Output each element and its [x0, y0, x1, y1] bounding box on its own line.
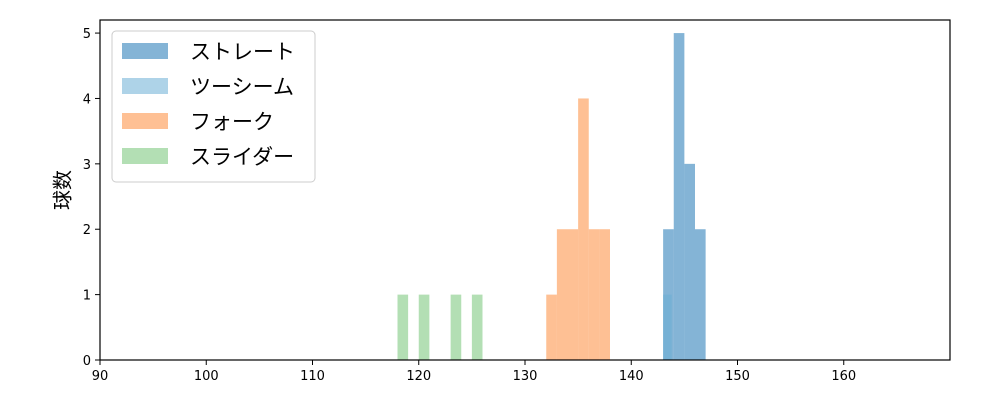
- legend-swatch-ストレート: [122, 43, 168, 59]
- legend-label-スライダー: スライダー: [190, 145, 294, 169]
- bar-series2-bin4: [588, 229, 600, 360]
- y-tick-label: 2: [83, 223, 91, 238]
- x-tick-label: 110: [300, 369, 325, 384]
- legend-swatch-ツーシーム: [122, 78, 168, 94]
- bar-series2-bin5: [599, 229, 610, 360]
- x-tick-label: 120: [406, 369, 431, 384]
- bar-series2-bin0: [546, 294, 557, 360]
- x-tick-label: 90: [92, 369, 109, 384]
- bar-series2-bin2: [567, 229, 579, 360]
- legend-label-フォーク: フォーク: [190, 110, 274, 134]
- bar-series3-bin2: [450, 294, 462, 360]
- x-axis: 90 100 110 120 130 140 150 160: [92, 360, 856, 384]
- x-tick-label: 140: [619, 369, 644, 384]
- bar-series3-bin1: [418, 294, 430, 360]
- bar-series2-bin1: [556, 229, 568, 360]
- y-tick-label: 0: [83, 354, 91, 369]
- bar-series0-bin3: [695, 229, 706, 360]
- bar-series3-bin0: [397, 294, 409, 360]
- x-tick-label: 150: [725, 369, 750, 384]
- legend-swatch-フォーク: [122, 113, 168, 129]
- bar-series2-bin3: [578, 98, 589, 360]
- bars-layer: [397, 33, 706, 360]
- x-tick-label: 100: [194, 369, 219, 384]
- bar-series1-bin0: [663, 294, 672, 360]
- legend-label-ツーシーム: ツーシーム: [190, 75, 294, 99]
- bar-series0-bin2: [684, 163, 695, 360]
- y-tick-label: 4: [83, 92, 91, 107]
- bar-series0-bin1: [673, 33, 685, 360]
- legend-swatch-スライダー: [122, 148, 168, 164]
- y-tick-label: 5: [83, 27, 91, 42]
- y-tick-label: 1: [83, 289, 91, 304]
- legend-label-ストレート: ストレート: [190, 40, 295, 64]
- bar-series3-bin3: [471, 294, 483, 360]
- y-tick-label: 3: [83, 158, 91, 173]
- legend-box: [111, 30, 316, 183]
- x-tick-label: 130: [513, 369, 538, 384]
- y-axis-label: 球数: [51, 170, 75, 210]
- y-axis: 0 1 2 3 4 5: [83, 27, 100, 369]
- x-tick-label: 160: [831, 369, 856, 384]
